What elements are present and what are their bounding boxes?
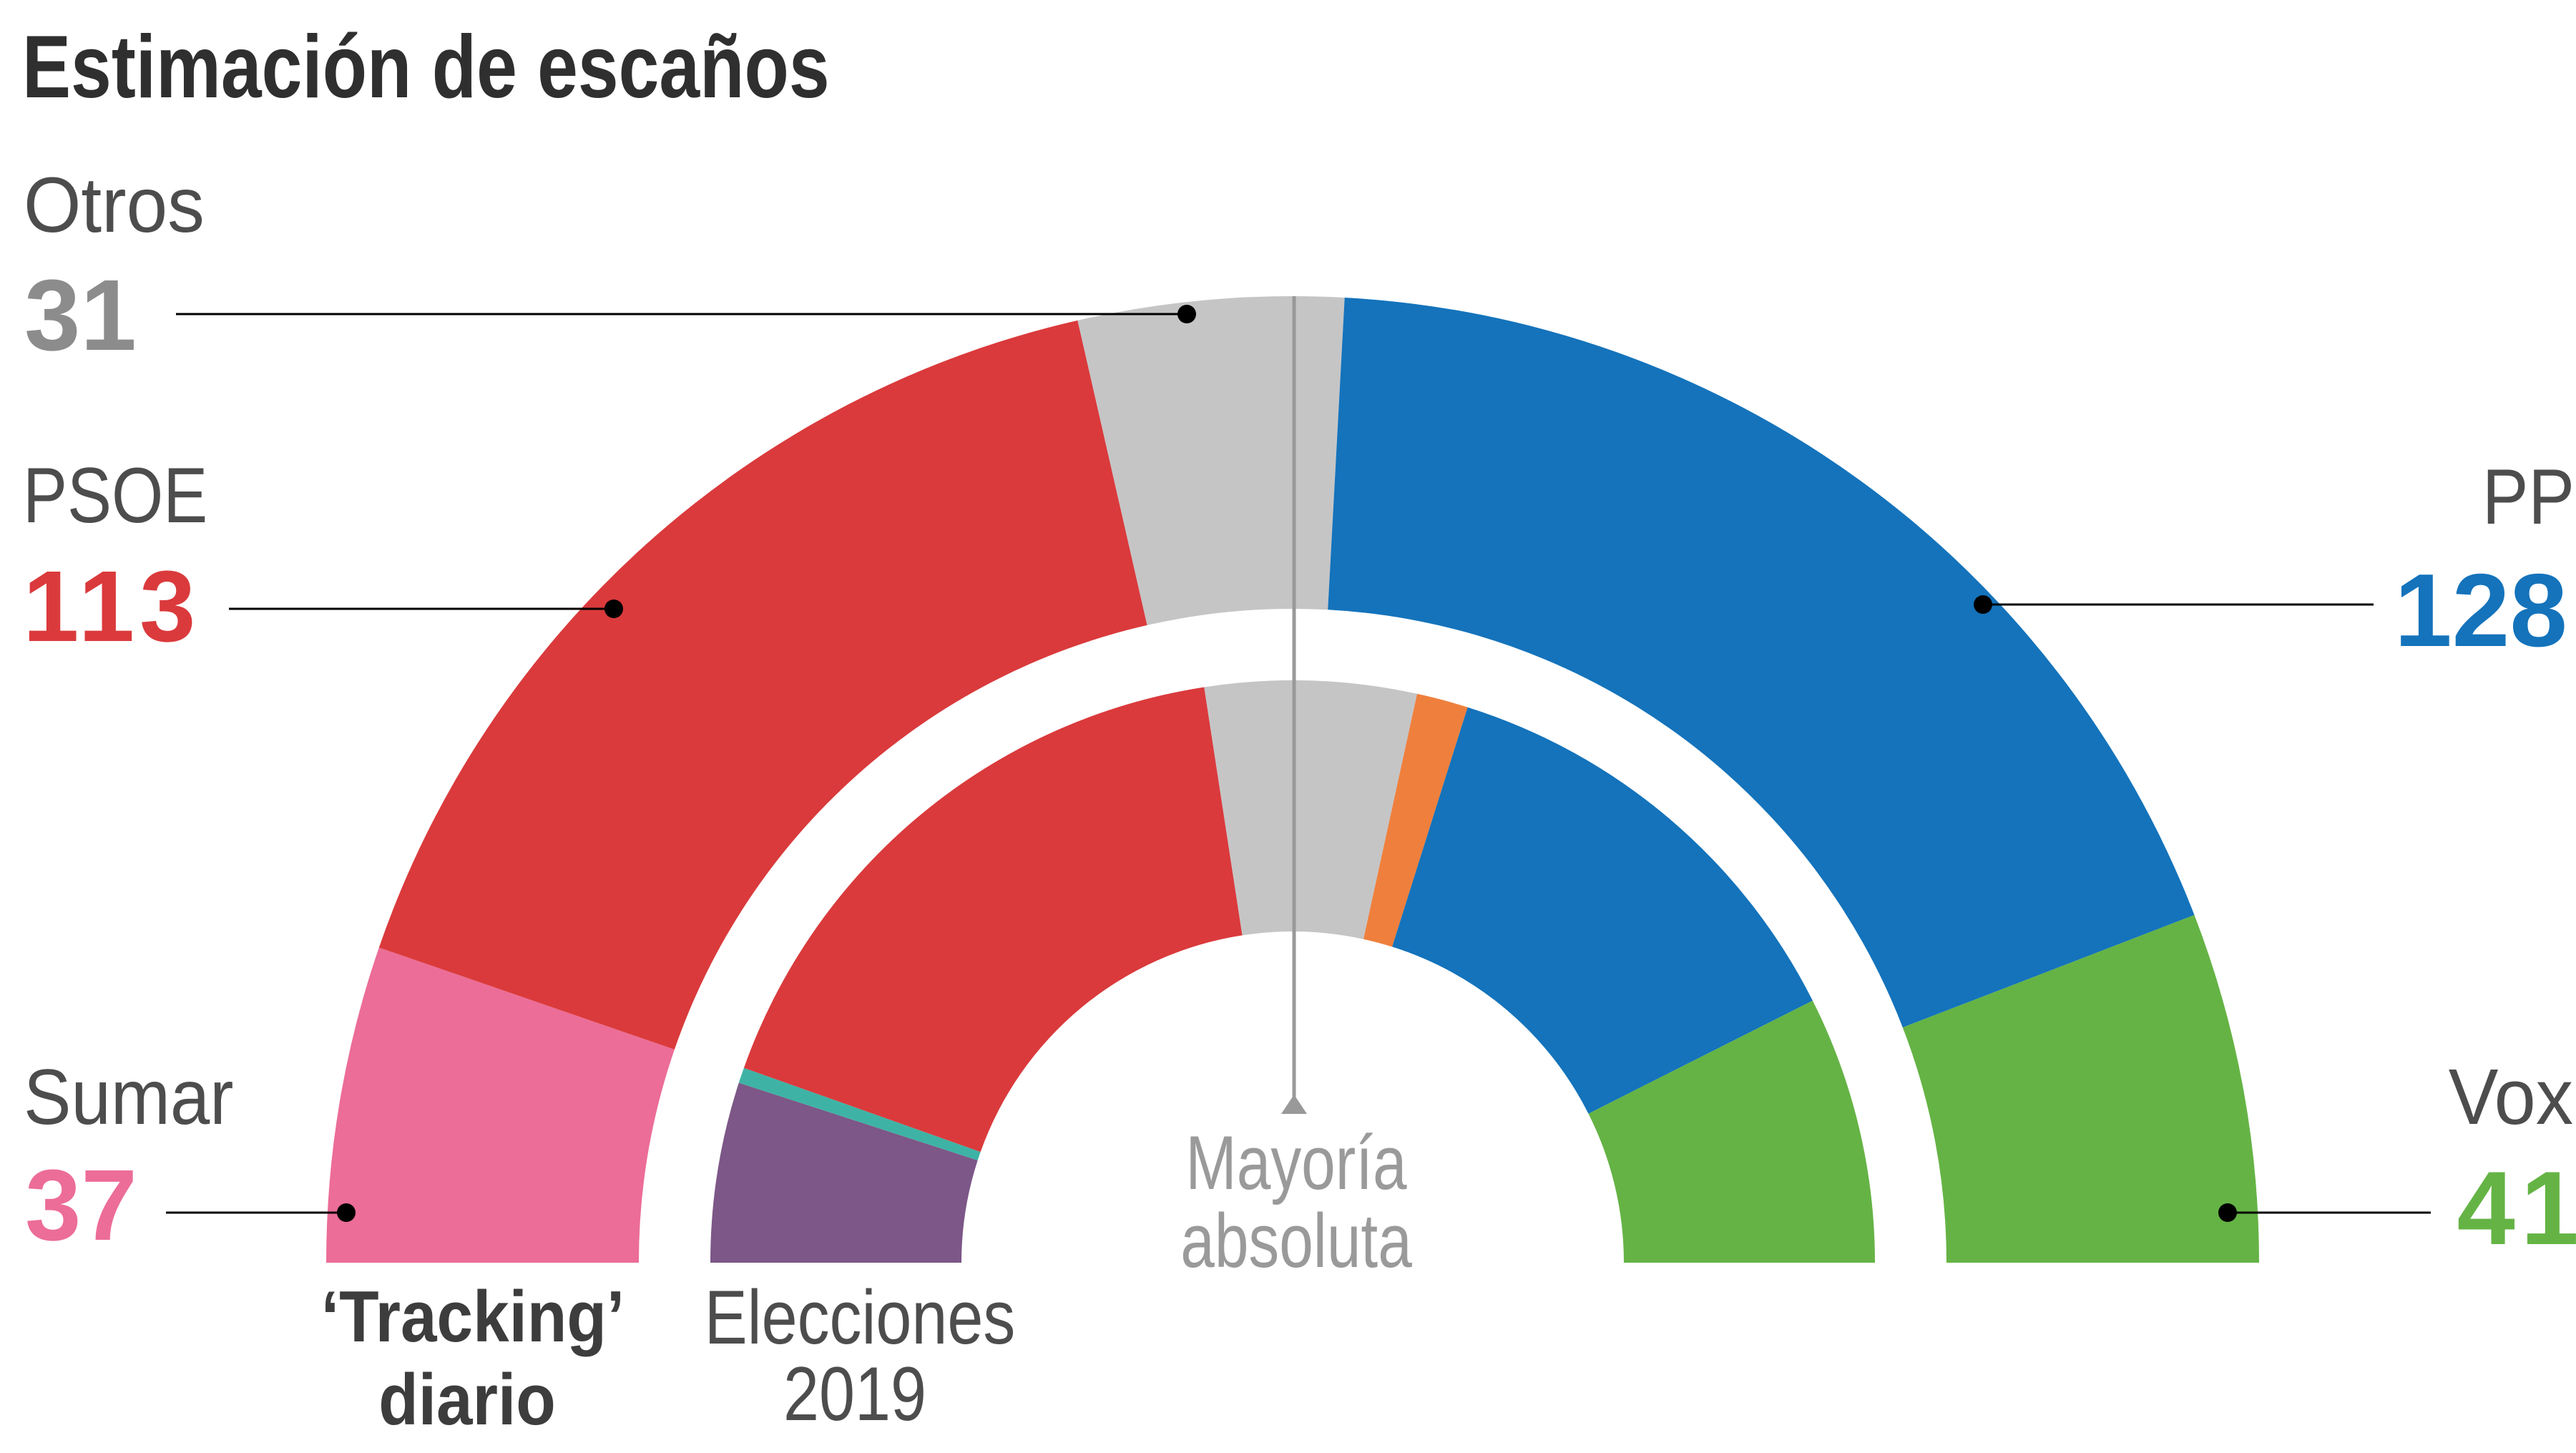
svg-text:PSOE: PSOE — [23, 451, 207, 539]
svg-text:diario: diario — [378, 1360, 555, 1440]
svg-text:Estimación de escaños: Estimación de escaños — [22, 18, 830, 117]
svg-text:41: 41 — [2457, 1150, 2576, 1266]
svg-text:Vox: Vox — [2449, 1053, 2573, 1141]
svg-text:Mayoría: Mayoría — [1185, 1120, 1406, 1205]
svg-text:113: 113 — [23, 549, 200, 662]
svg-text:37: 37 — [25, 1148, 137, 1261]
svg-text:Elecciones: Elecciones — [705, 1275, 1016, 1360]
svg-text:31: 31 — [24, 258, 137, 371]
svg-text:PP: PP — [2482, 452, 2575, 540]
svg-text:Otros: Otros — [24, 160, 205, 249]
svg-text:2019: 2019 — [783, 1351, 926, 1437]
svg-text:absoluta: absoluta — [1180, 1198, 1412, 1283]
svg-text:‘Tracking’: ‘Tracking’ — [321, 1277, 625, 1357]
svg-text:128: 128 — [2394, 552, 2567, 668]
svg-text:Sumar: Sumar — [24, 1053, 233, 1141]
